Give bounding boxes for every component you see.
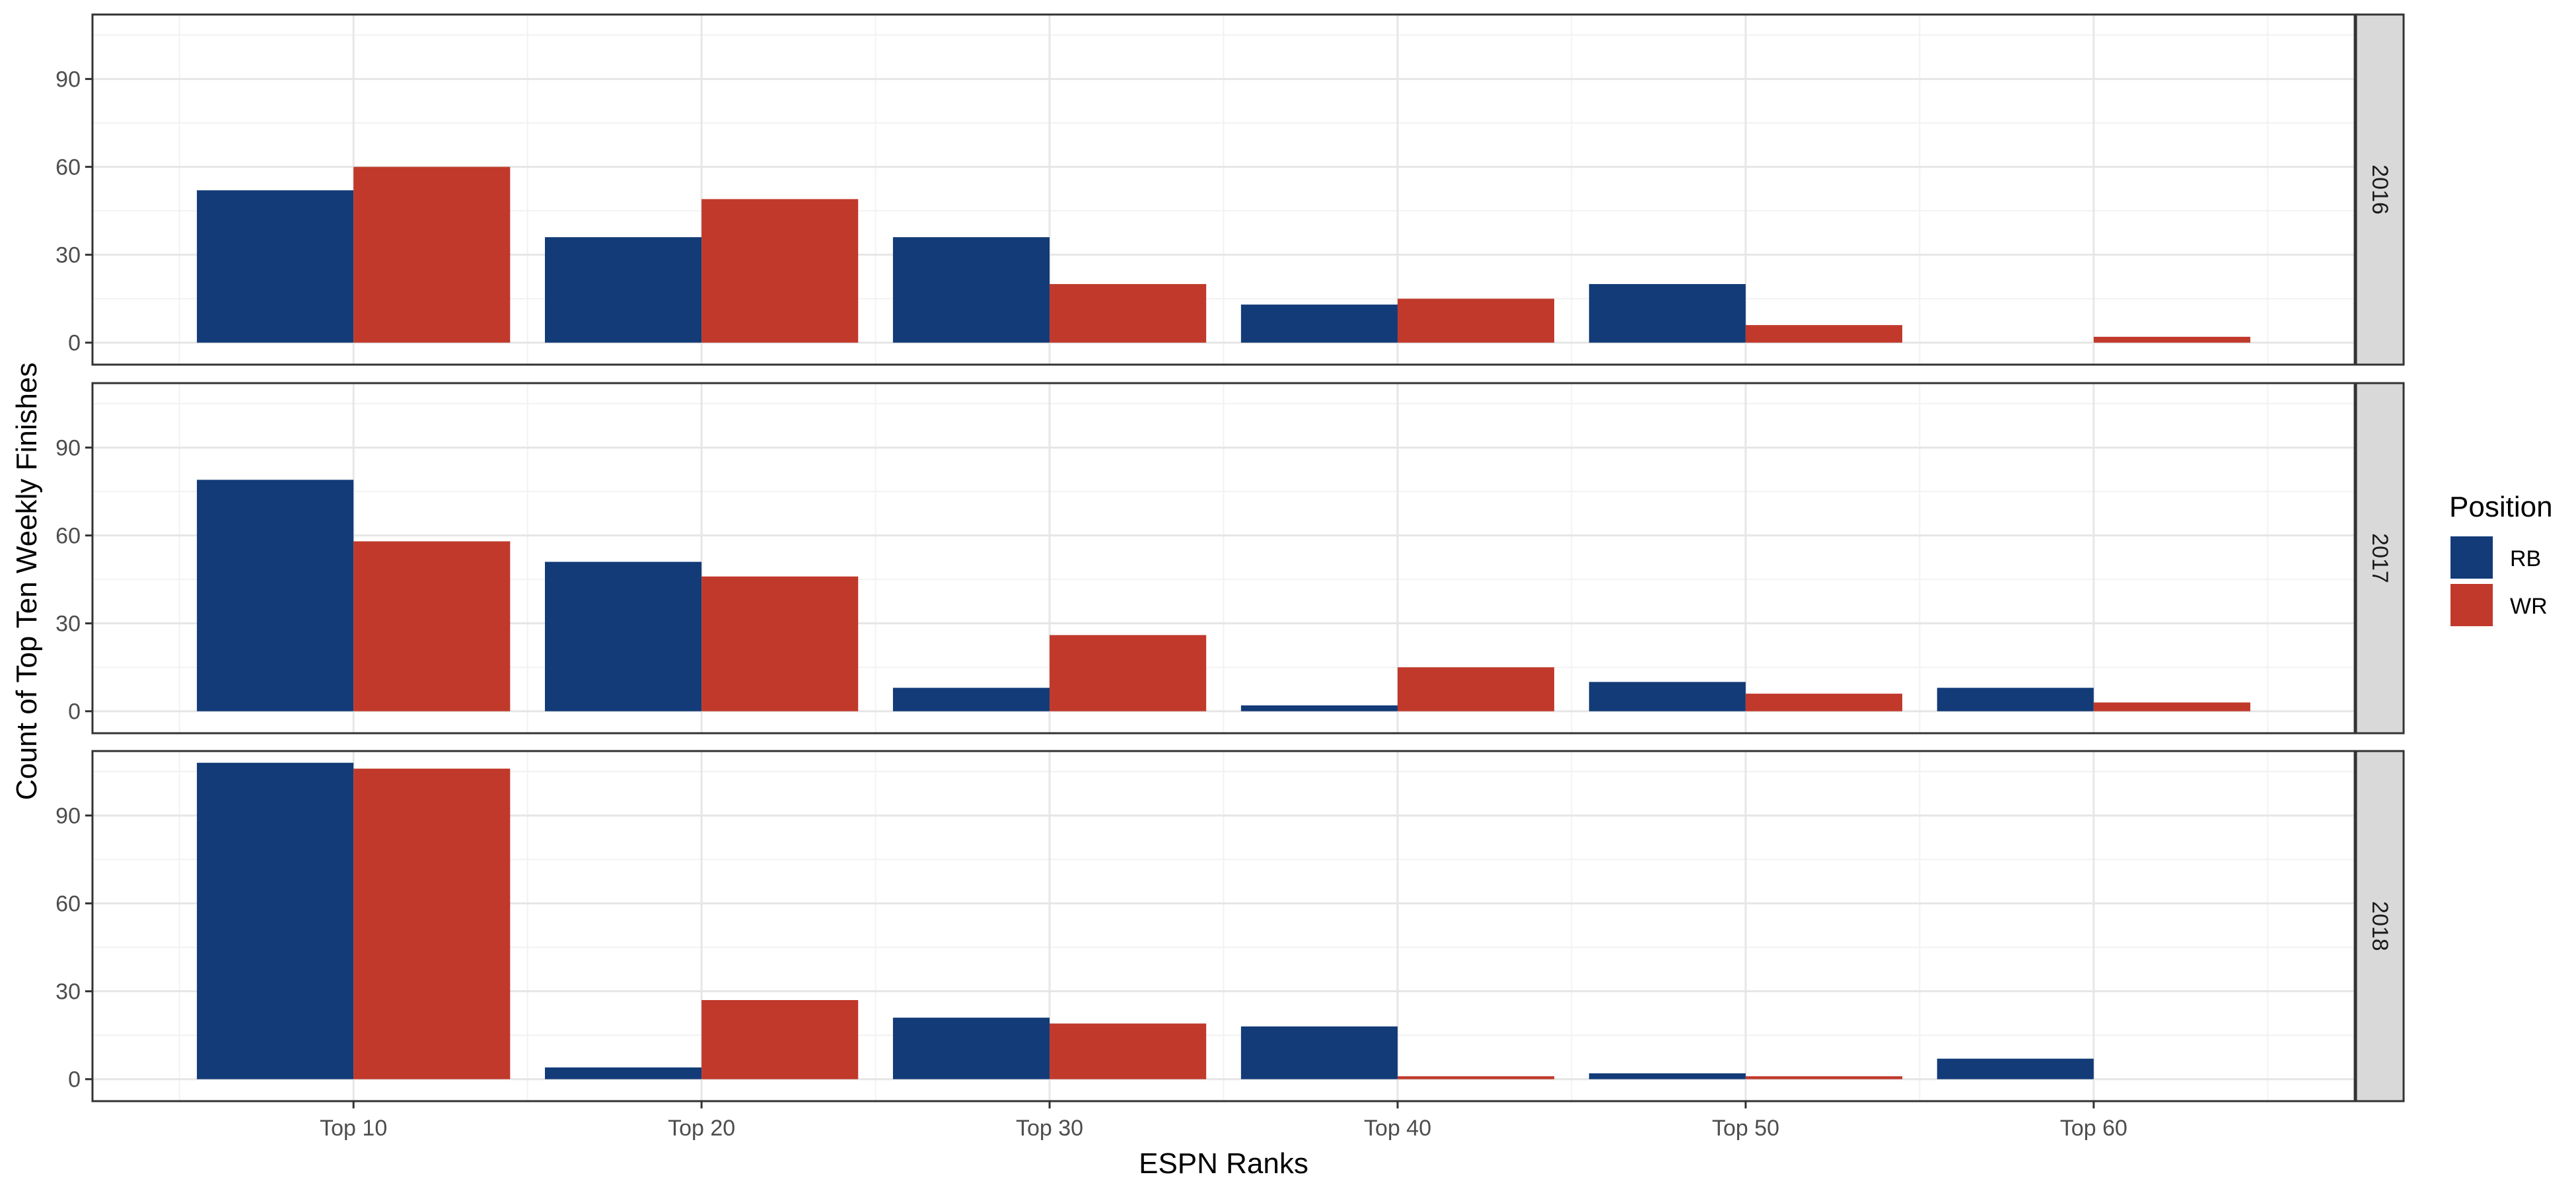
bar-2016-WR-top-30 — [1050, 284, 1207, 343]
facet-strip — [2355, 750, 2405, 1102]
bar-2016-RB-top-10 — [197, 190, 354, 343]
bar-2018-RB-top-50 — [1589, 1073, 1746, 1079]
facet-strip-label: 2016 — [2367, 164, 2392, 215]
y-axis-2017: 0 30 60 90 — [55, 436, 92, 725]
bar-2017-RB-top-40 — [1240, 705, 1398, 711]
bar-2017-WR-top-60 — [2093, 702, 2250, 711]
x-tick-label: Top 30 — [1016, 1116, 1083, 1141]
x-tick-label: Top 20 — [668, 1116, 735, 1141]
bars — [197, 480, 2250, 711]
x-tick-label: Top 50 — [1712, 1116, 1779, 1141]
y-tick-label: 60 — [55, 892, 81, 917]
panel-2017: 0 30 60 90 2017 — [55, 382, 2405, 735]
y-tick-label: 30 — [55, 243, 81, 268]
bar-2016-WR-top-50 — [1745, 325, 1902, 343]
bar-2016-RB-top-30 — [892, 237, 1050, 343]
y-tick-label: 30 — [55, 980, 81, 1005]
bar-2018-RB-top-10 — [197, 762, 354, 1079]
bar-2018-WR-top-10 — [353, 768, 511, 1079]
bar-2017-RB-top-10 — [197, 480, 354, 711]
bar-2017-WR-top-50 — [1745, 694, 1902, 711]
bar-2017-WR-top-30 — [1050, 635, 1207, 711]
bar-2017-RB-top-60 — [1937, 688, 2094, 711]
x-axis: Top 10 Top 20 Top 30 Top 40 Top 50 Top 60 — [320, 1101, 2128, 1141]
facet-strip-label: 2018 — [2367, 901, 2392, 951]
chart-panels: 0 30 60 90 2016 0 30 60 90 2017 0 30 60 90 2018 — [55, 13, 2405, 1102]
bar-2017-WR-top-10 — [353, 541, 511, 711]
panel-2018: 0 30 60 90 2018 — [55, 750, 2405, 1102]
y-axis-2016: 0 30 60 90 — [55, 67, 92, 356]
legend-key-wr — [2451, 584, 2493, 626]
x-tick-label: Top 10 — [320, 1116, 387, 1141]
y-tick-label: 0 — [68, 331, 81, 356]
bar-2018-RB-top-20 — [545, 1067, 702, 1079]
bar-2018-WR-top-50 — [1745, 1076, 1902, 1079]
bar-2017-WR-top-40 — [1397, 667, 1555, 711]
y-tick-label: 0 — [68, 1067, 81, 1093]
bar-2018-RB-top-30 — [892, 1017, 1050, 1079]
panel-2016: 0 30 60 90 2016 — [55, 13, 2405, 366]
y-axis-title: Count of Top Ten Weekly Finishes — [11, 363, 43, 801]
x-tick-label: Top 40 — [1364, 1116, 1431, 1141]
bars — [197, 762, 2094, 1079]
bar-2016-WR-top-10 — [353, 166, 511, 343]
x-axis-title: ESPN Ranks — [1139, 1147, 1308, 1180]
y-tick-label: 90 — [55, 67, 81, 92]
bar-2018-WR-top-30 — [1050, 1023, 1207, 1079]
panel-border — [91, 750, 2356, 1102]
legend-label-rb: RB — [2510, 546, 2541, 571]
bar-2017-RB-top-20 — [545, 561, 702, 711]
bar-2018-WR-top-20 — [701, 999, 859, 1079]
bar-2018-RB-top-40 — [1240, 1026, 1398, 1079]
bar-2017-RB-top-50 — [1589, 682, 1746, 711]
facet-strip — [2355, 13, 2405, 366]
bar-2016-WR-top-60 — [2093, 336, 2250, 343]
legend-label-wr: WR — [2510, 594, 2548, 619]
x-tick-label: Top 60 — [2060, 1116, 2128, 1141]
y-tick-label: 90 — [55, 804, 81, 829]
bar-2016-RB-top-50 — [1589, 284, 1746, 343]
bars — [197, 166, 2250, 343]
y-tick-label: 60 — [55, 524, 81, 549]
bar-2016-WR-top-20 — [701, 199, 859, 343]
y-tick-label: 90 — [55, 436, 81, 461]
facet-strip — [2355, 382, 2405, 735]
bar-2016-RB-top-40 — [1240, 305, 1398, 343]
bar-2017-WR-top-20 — [701, 576, 859, 711]
legend-title: Position — [2449, 491, 2553, 523]
bar-2016-RB-top-20 — [545, 237, 702, 343]
y-tick-label: 30 — [55, 612, 81, 637]
y-tick-label: 60 — [55, 155, 81, 180]
legend: Position RB WR — [2449, 491, 2553, 626]
y-axis-2018: 0 30 60 90 — [55, 804, 92, 1093]
bar-2017-RB-top-30 — [892, 688, 1050, 711]
panel-border — [91, 13, 2356, 366]
legend-key-rb — [2451, 536, 2493, 579]
bar-2018-WR-top-40 — [1397, 1076, 1555, 1079]
bar-2018-RB-top-60 — [1937, 1058, 2094, 1079]
y-tick-label: 0 — [68, 700, 81, 725]
facet-strip-label: 2017 — [2367, 533, 2392, 583]
panel-border — [91, 382, 2356, 735]
bar-2016-WR-top-40 — [1397, 299, 1555, 343]
